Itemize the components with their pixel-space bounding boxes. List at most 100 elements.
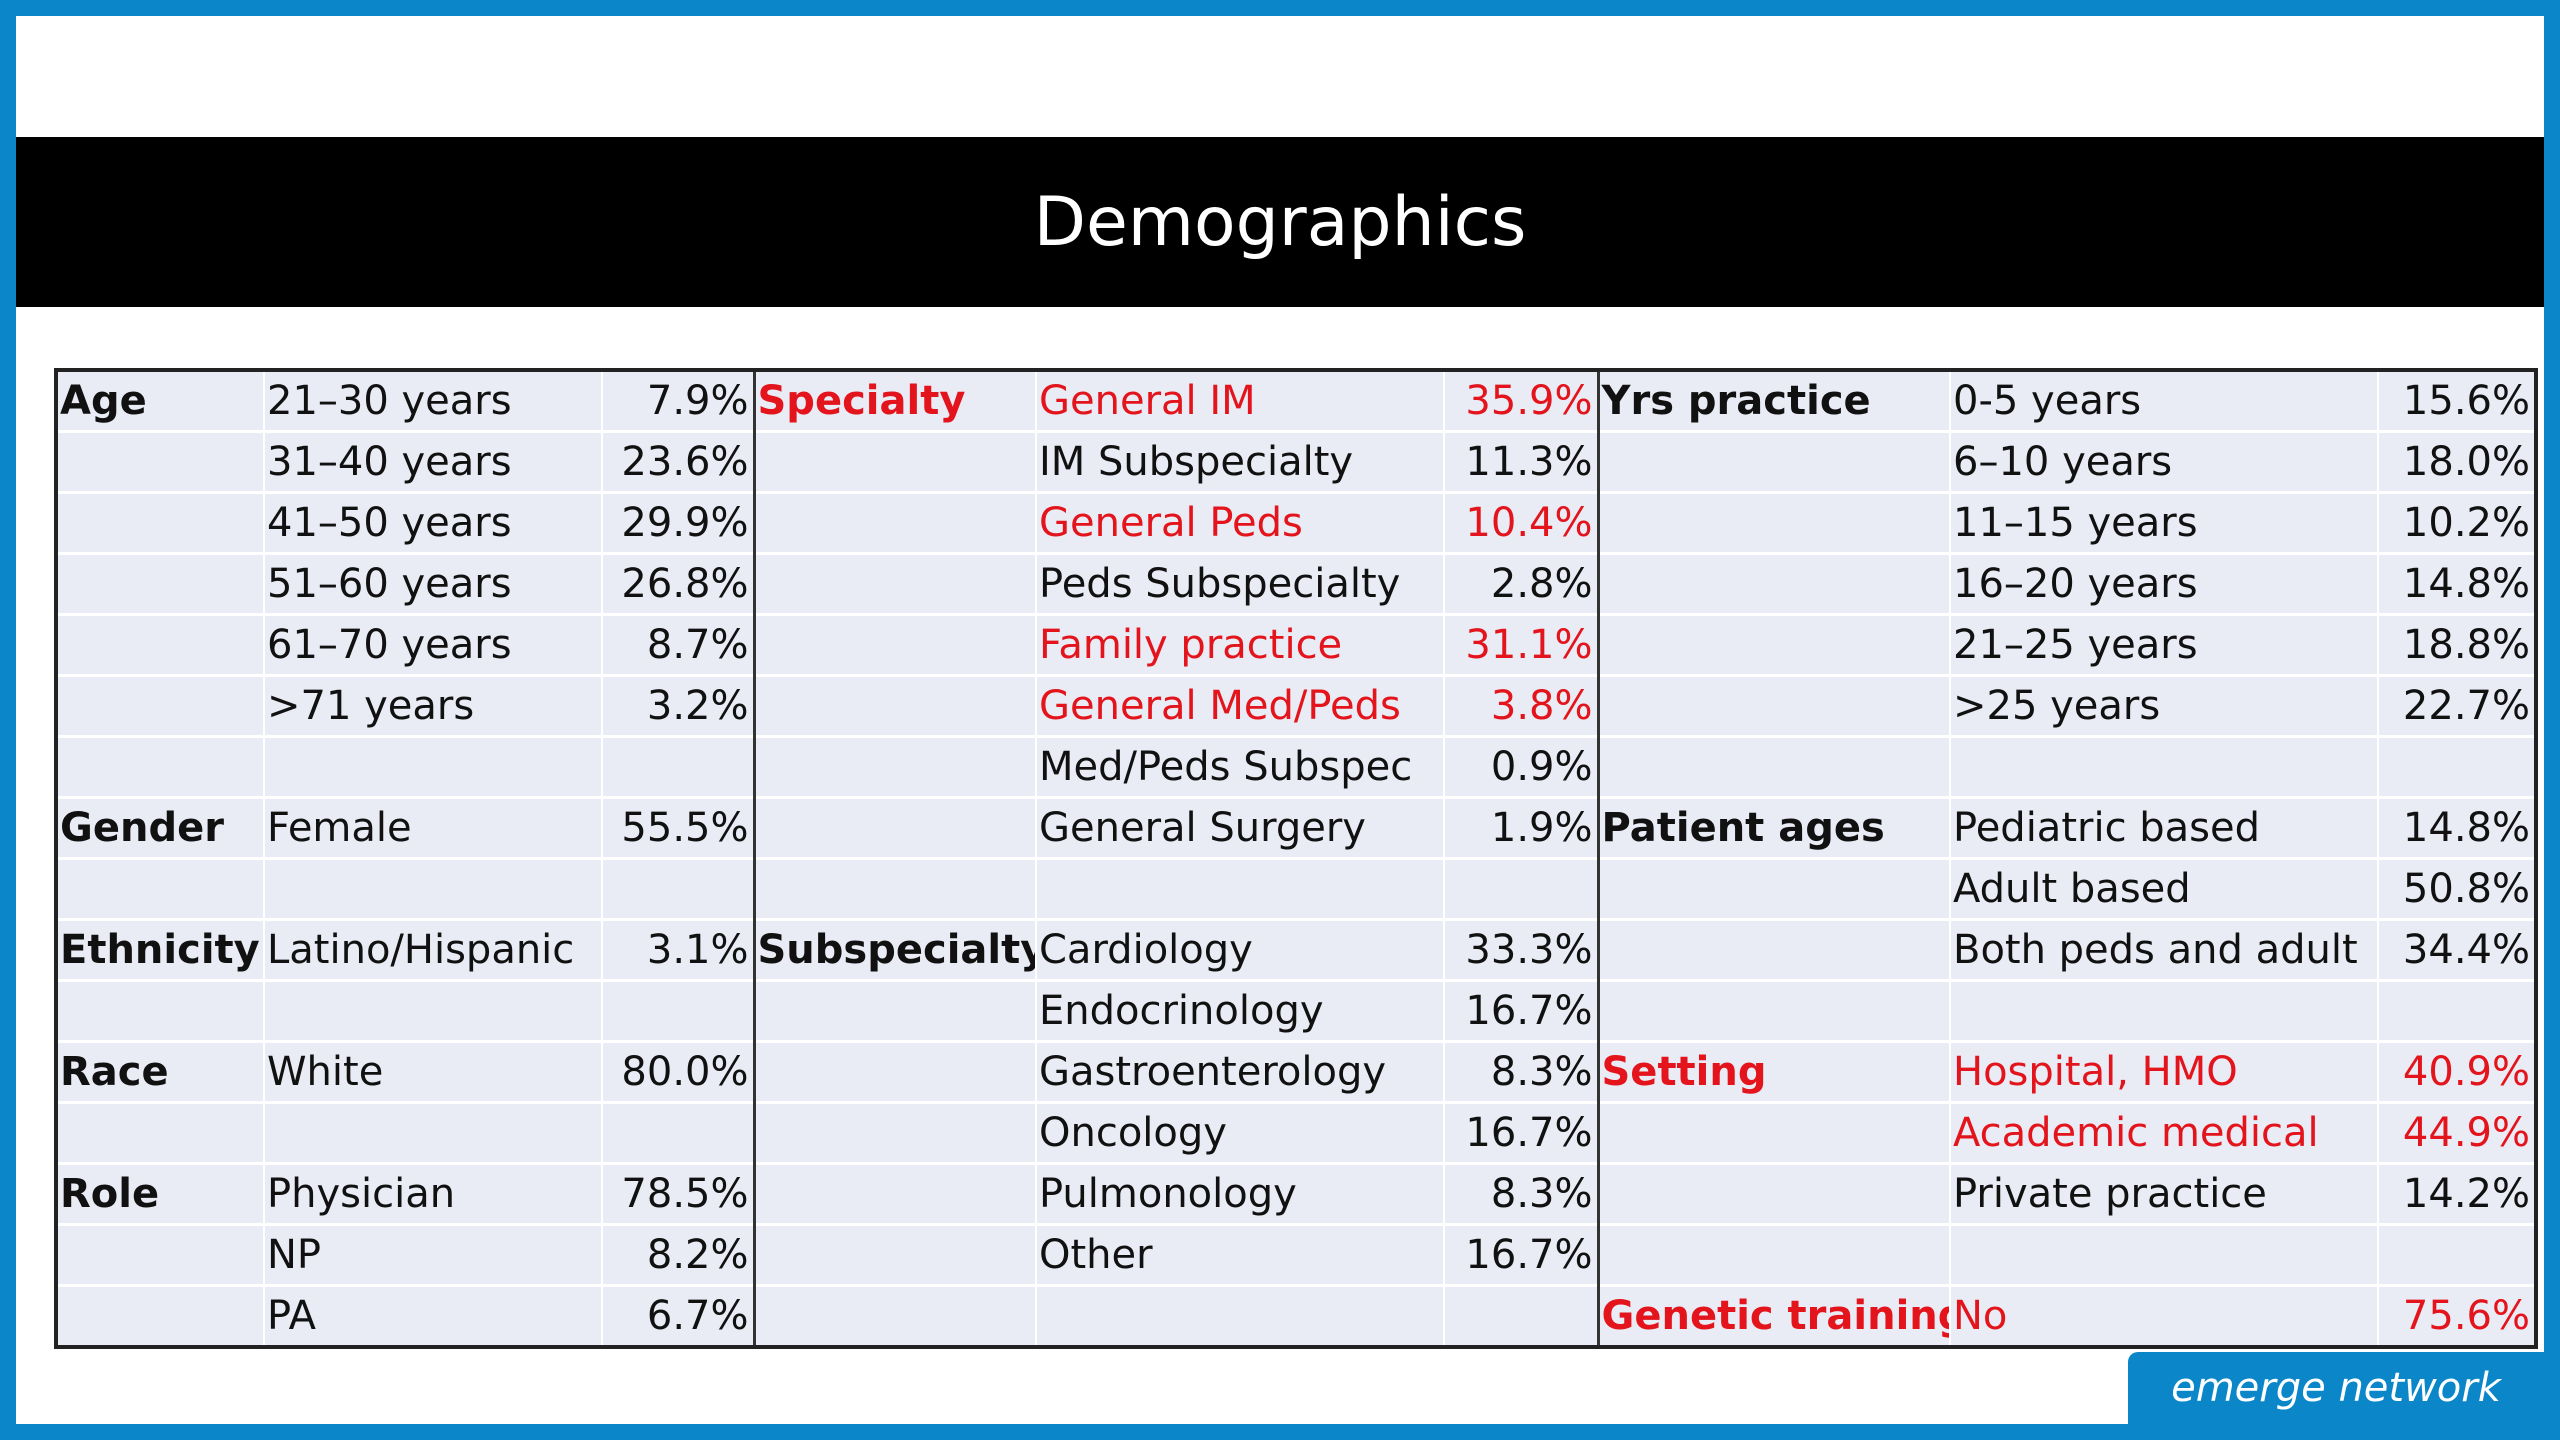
right-item-cell: Private practice (1950, 1162, 2379, 1225)
left-item-cell: Female (264, 796, 603, 859)
right-item-cell: >25 years (1950, 674, 2379, 737)
left-item-cell: 51–60 years (264, 552, 603, 615)
table-row: Adult based 50.8% (56, 857, 2536, 920)
left-category-cell (56, 552, 265, 615)
right-category-cell (1598, 735, 1951, 798)
left-value-cell: 7.9% (602, 370, 756, 432)
left-category-cell: Gender (56, 796, 265, 859)
slide: Demographics Age 21–30 years 7.9% Specialty… (16, 16, 2544, 1424)
left-category-cell (56, 1284, 265, 1347)
table-row: 41–50 years 29.9% General Peds 10.4% 11–15 y… (56, 491, 2536, 554)
middle-value-cell: 3.8% (1444, 674, 1600, 737)
table-row: 31–40 years 23.6% IM Subspecialty 11.3% 6–10… (56, 430, 2536, 493)
left-value-cell: 8.2% (602, 1223, 756, 1286)
left-value-cell: 6.7% (602, 1284, 756, 1347)
right-category-cell: Setting (1598, 1040, 1951, 1103)
left-value-cell: 8.7% (602, 613, 756, 676)
slide-title: Demographics (1033, 182, 1527, 262)
middle-value-cell: 1.9% (1444, 796, 1600, 859)
right-value-cell: 22.7% (2378, 674, 2536, 737)
right-item-cell: Both peds and adult (1950, 918, 2379, 981)
left-category-cell: Age (56, 370, 265, 432)
right-category-cell (1598, 1101, 1951, 1164)
right-category-cell (1598, 430, 1951, 493)
table-row: Med/Peds Subspec 0.9% (56, 735, 2536, 798)
middle-item-cell: Pulmonology (1036, 1162, 1445, 1225)
right-category-cell: Genetic training (1598, 1284, 1951, 1347)
left-item-cell: Physician (264, 1162, 603, 1225)
table-row: 61–70 years 8.7% Family practice 31.1% 21–25… (56, 613, 2536, 676)
right-value-cell (2378, 1223, 2536, 1286)
left-value-cell: 3.1% (602, 918, 756, 981)
left-category-cell: Role (56, 1162, 265, 1225)
table-row: Gender Female 55.5% General Surgery 1.9% Pati… (56, 796, 2536, 859)
table-row: >71 years 3.2% General Med/Peds 3.8% >25 yea… (56, 674, 2536, 737)
right-value-cell (2378, 735, 2536, 798)
middle-category-cell (754, 979, 1037, 1042)
right-item-cell: 6–10 years (1950, 430, 2379, 493)
middle-category-cell (754, 1101, 1037, 1164)
middle-category-cell (754, 1162, 1037, 1225)
right-category-cell (1598, 979, 1951, 1042)
left-value-cell: 80.0% (602, 1040, 756, 1103)
middle-value-cell: 16.7% (1444, 1101, 1600, 1164)
middle-value-cell: 16.7% (1444, 979, 1600, 1042)
left-item-cell (264, 735, 603, 798)
table-body: Age 21–30 years 7.9% Specialty General IM 35.… (56, 370, 2536, 1347)
middle-item-cell: General Peds (1036, 491, 1445, 554)
left-category-cell (56, 735, 265, 798)
middle-value-cell: 31.1% (1444, 613, 1600, 676)
right-value-cell: 18.8% (2378, 613, 2536, 676)
left-item-cell: 61–70 years (264, 613, 603, 676)
emerge-network-logo: emerge network (2128, 1352, 2544, 1424)
right-category-cell (1598, 857, 1951, 920)
table-row: Age 21–30 years 7.9% Specialty General IM 35.… (56, 370, 2536, 432)
middle-item-cell: General Med/Peds (1036, 674, 1445, 737)
middle-category-cell (754, 735, 1037, 798)
middle-item-cell: Other (1036, 1223, 1445, 1286)
left-item-cell: NP (264, 1223, 603, 1286)
table-row: 51–60 years 26.8% Peds Subspecialty 2.8% 16–… (56, 552, 2536, 615)
middle-category-cell (754, 674, 1037, 737)
right-category-cell (1598, 613, 1951, 676)
middle-item-cell: Endocrinology (1036, 979, 1445, 1042)
left-value-cell: 23.6% (602, 430, 756, 493)
right-item-cell: No (1950, 1284, 2379, 1347)
right-item-cell: Adult based (1950, 857, 2379, 920)
middle-value-cell: 33.3% (1444, 918, 1600, 981)
left-category-cell (56, 674, 265, 737)
middle-item-cell: Oncology (1036, 1101, 1445, 1164)
middle-value-cell: 8.3% (1444, 1162, 1600, 1225)
table-row: Race White 80.0% Gastroenterology 8.3% Settin… (56, 1040, 2536, 1103)
right-category-cell (1598, 674, 1951, 737)
right-item-cell (1950, 1223, 2379, 1286)
middle-value-cell: 2.8% (1444, 552, 1600, 615)
left-category-cell (56, 857, 265, 920)
middle-value-cell: 8.3% (1444, 1040, 1600, 1103)
right-item-cell: Pediatric based (1950, 796, 2379, 859)
table-row: Oncology 16.7% Academic medical 44.9% (56, 1101, 2536, 1164)
right-item-cell: 0-5 years (1950, 370, 2379, 432)
middle-item-cell: Family practice (1036, 613, 1445, 676)
right-category-cell (1598, 918, 1951, 981)
right-value-cell: 18.0% (2378, 430, 2536, 493)
left-value-cell (602, 1101, 756, 1164)
right-category-cell (1598, 1162, 1951, 1225)
demographics-table: Age 21–30 years 7.9% Specialty General IM 35.… (54, 368, 2538, 1349)
table-row: PA 6.7% Genetic training No 75.6% (56, 1284, 2536, 1347)
middle-value-cell: 35.9% (1444, 370, 1600, 432)
left-category-cell (56, 979, 265, 1042)
right-value-cell: 14.2% (2378, 1162, 2536, 1225)
right-item-cell: Hospital, HMO (1950, 1040, 2379, 1103)
left-category-cell (56, 1223, 265, 1286)
middle-category-cell (754, 857, 1037, 920)
left-category-cell: Race (56, 1040, 265, 1103)
left-item-cell (264, 1101, 603, 1164)
right-item-cell: 21–25 years (1950, 613, 2379, 676)
middle-category-cell (754, 1284, 1037, 1347)
right-category-cell (1598, 1223, 1951, 1286)
right-item-cell (1950, 979, 2379, 1042)
middle-category-cell (754, 613, 1037, 676)
left-item-cell: Latino/Hispanic (264, 918, 603, 981)
right-value-cell (2378, 979, 2536, 1042)
